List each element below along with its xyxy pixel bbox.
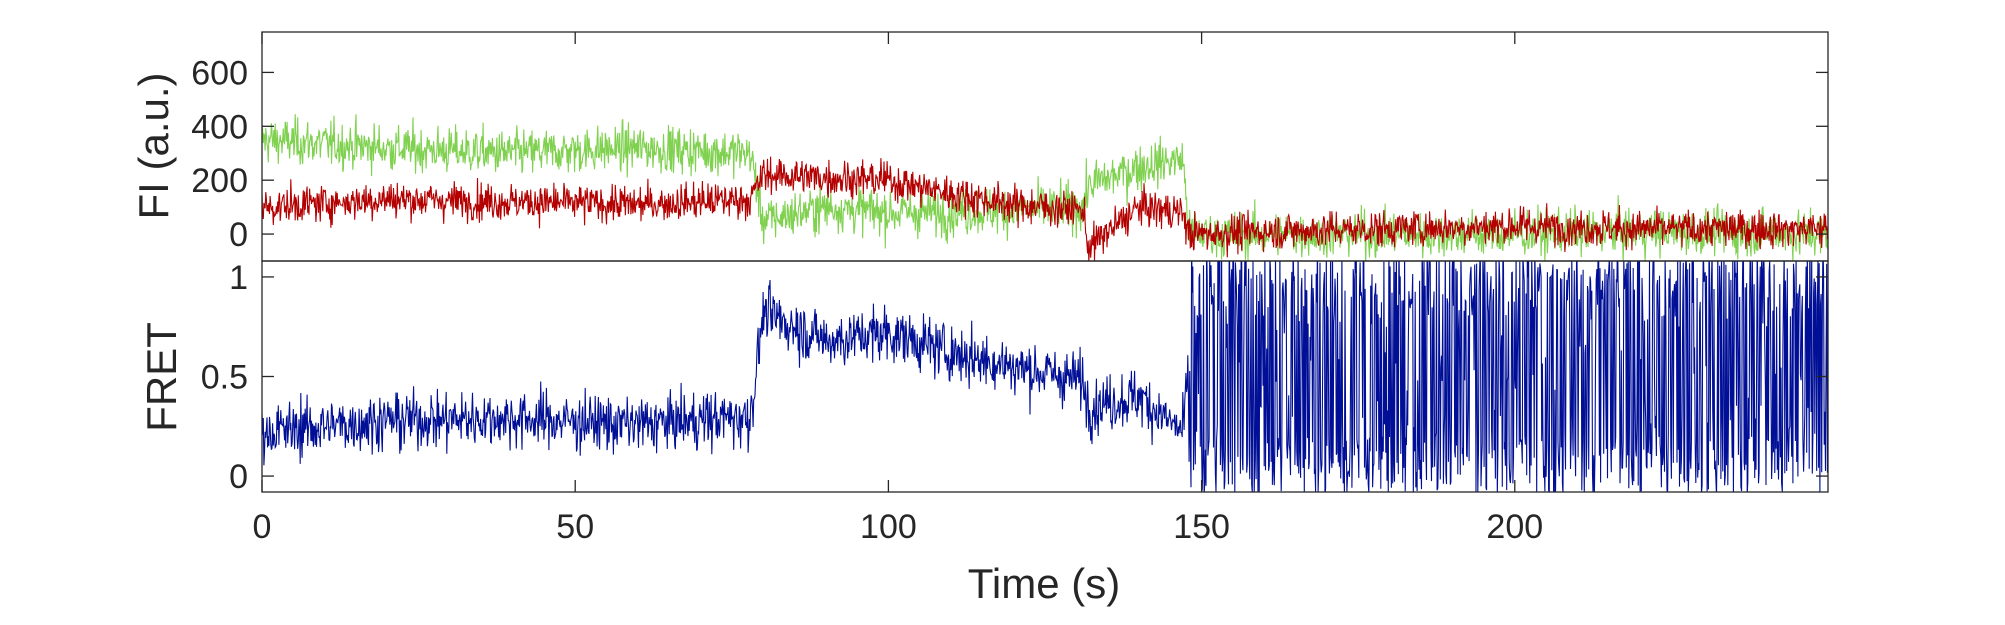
y-tick-label: 400 [191,108,248,146]
y-tick-label: 200 [191,162,248,200]
x-tick-label: 100 [860,508,917,546]
acceptor-trace [262,156,1828,261]
fret-panel: 00.51 0 50 100 150 200 FRET Time (s) [138,32,1829,607]
fluorescence-y-axis-label: FI (a.u.) [130,72,177,219]
time-x-ticks: 0 50 100 150 200 [253,32,1543,546]
x-tick-label: 50 [556,508,594,546]
y-tick-label: 1 [229,259,248,297]
fret-y-ticks: 00.51 [201,259,1828,496]
y-tick-label: 600 [191,54,248,92]
x-tick-label: 200 [1486,508,1543,546]
fret-trace [262,261,1828,492]
fluorescence-y-ticks: 0 200 400 600 [191,54,1828,254]
time-x-axis-label: Time (s) [968,560,1120,607]
x-tick-label: 0 [253,508,272,546]
fret-y-axis-label: FRET [138,322,185,432]
y-tick-label: 0 [229,216,248,254]
fret-traces [262,261,1828,492]
y-tick-label: 0.5 [201,359,248,397]
y-tick-label: 0 [229,458,248,496]
fluorescence-panel: 0 200 400 600 FI (a.u.) [130,31,1829,262]
x-tick-label: 150 [1173,508,1230,546]
fluorescence-traces [262,114,1828,261]
